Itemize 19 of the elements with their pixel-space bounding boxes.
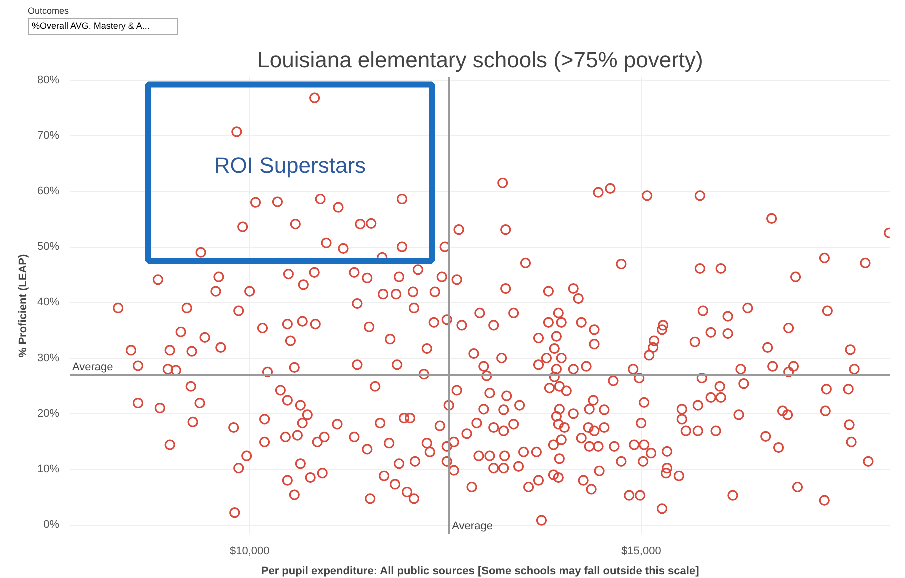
y-tick-label: 50% (37, 241, 60, 254)
x-tick-label: $10,000 (230, 546, 270, 558)
y-tick-label: 10% (37, 463, 60, 476)
y-tick-label: 20% (37, 408, 60, 420)
y-tick-label: 60% (37, 185, 60, 198)
x-tick-label: $15,000 (622, 546, 662, 558)
text: %Overall AVG. Mastery & A... (28, 18, 178, 35)
y-tick-label: 70% (37, 130, 60, 142)
y-tick-label: 40% (37, 296, 60, 309)
y-axis-title: % Proficient (LEAP) (17, 254, 30, 358)
y-tick-label: 80% (37, 74, 60, 86)
y-tick-label: 30% (37, 352, 60, 364)
y-tick-label: 0% (44, 519, 60, 532)
chart-title: Louisiana elementary schools (>75% poverty) (258, 48, 704, 72)
x-axis-title: Per pupil expenditure: All public sources [Some schools may fall outside this scale] (261, 566, 700, 578)
ref-line-label: Average (452, 520, 493, 532)
annotation: ROI Superstars (214, 152, 366, 178)
ref-line-label: Average (72, 361, 114, 374)
text: Outcomes (28, 5, 70, 18)
